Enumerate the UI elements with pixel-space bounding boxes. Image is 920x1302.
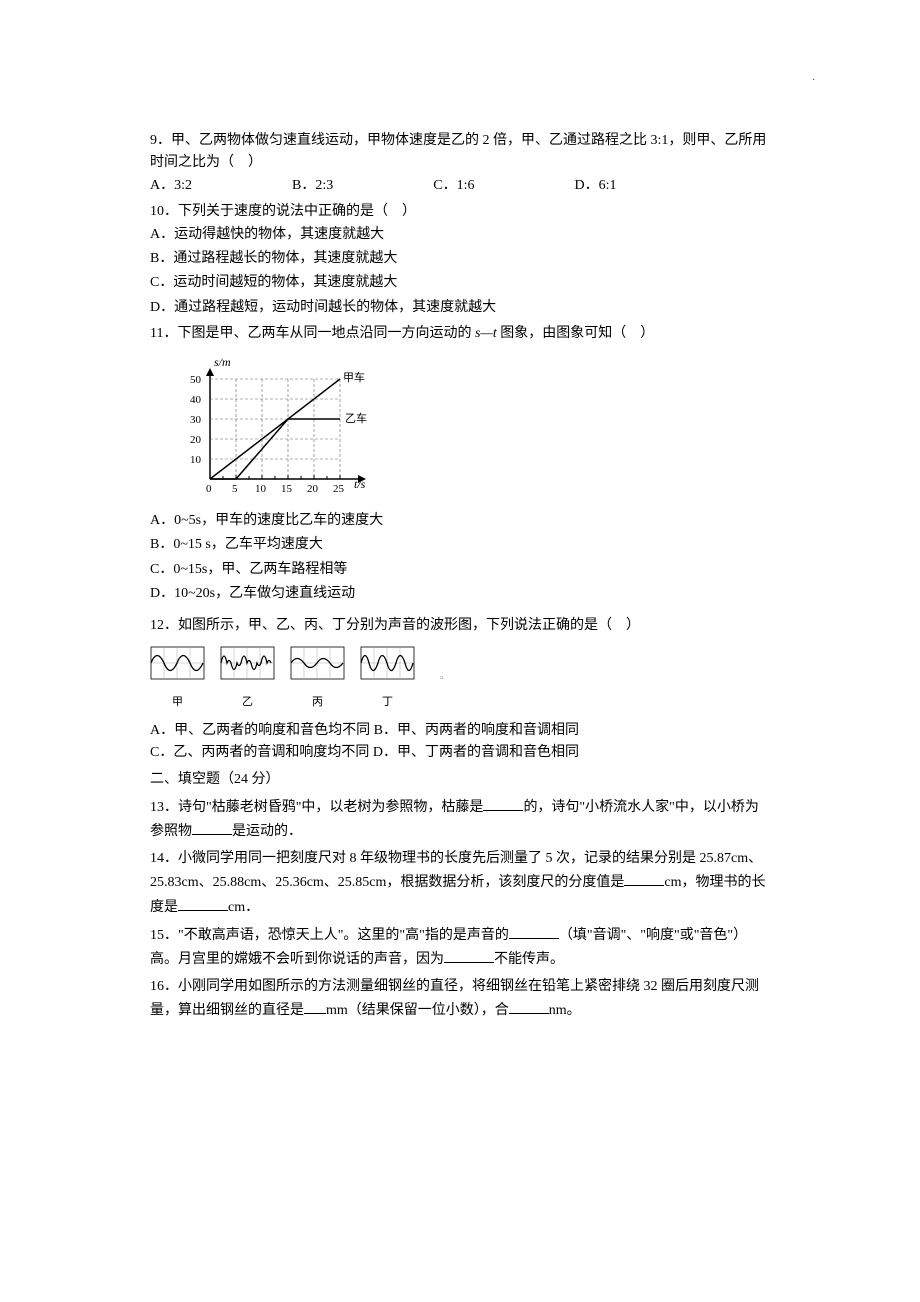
q12-opt-b: B．甲、丙两者的响度和音调相同: [374, 723, 579, 738]
q9-opt-a: A．3:2: [150, 175, 192, 197]
q12-opt-a: A．甲、乙两者的响度和音色均不同: [150, 723, 370, 738]
q10-opt-b: B．通过路程越长的物体，其速度就越大: [150, 248, 770, 270]
q15-p3: 不能传声。: [494, 952, 564, 967]
waveform-jia: 甲: [150, 646, 205, 712]
question-16: 16．小刚同学用如图所示的方法测量细钢丝的直径，将细钢丝在铅笔上紧密排绕 32 …: [150, 976, 770, 1023]
q10-opt-a: A．运动得越快的物体，其速度就越大: [150, 224, 770, 246]
q9-opt-d: D．6:1: [574, 175, 616, 197]
q11-opt-a: A．0~5s，甲车的速度比乙车的速度大: [150, 510, 770, 532]
svg-text:5: 5: [232, 483, 238, 494]
waveform-ding-label: 丁: [360, 694, 415, 712]
q16-blank-2: [509, 998, 549, 1014]
q10-opt-c: C．运动时间越短的物体，其速度就越大: [150, 272, 770, 294]
q9-opt-b: B．2:3: [292, 175, 333, 197]
q11-opt-b: B．0~15 s，乙车平均速度大: [150, 534, 770, 556]
question-10: 10．下列关于速度的说法中正确的是（ ） A．运动得越快的物体，其速度就越大 B…: [150, 201, 770, 319]
svg-text:25: 25: [333, 483, 345, 494]
q10-options: A．运动得越快的物体，其速度就越大 B．通过路程越长的物体，其速度就越大 C．运…: [150, 224, 770, 320]
question-9: 9．甲、乙两物体做匀速直线运动，甲物体速度是乙的 2 倍，甲、乙通过路程之比 3…: [150, 130, 770, 197]
q12-options: A．甲、乙两者的响度和音色均不同 B．甲、丙两者的响度和音调相同 C．乙、丙两者…: [150, 720, 770, 765]
svg-text:40: 40: [190, 394, 202, 406]
q11-options: A．0~5s，甲车的速度比乙车的速度大 B．0~15 s，乙车平均速度大 C．0…: [150, 510, 770, 606]
waveform-ding: 丁: [360, 646, 415, 712]
q14-p3: cm．: [228, 900, 259, 915]
q16-blank-1: [304, 998, 326, 1014]
q13-p3: 是运动的．: [232, 824, 302, 839]
section-2-title: 二、填空题（24 分）: [150, 769, 770, 791]
svg-text:20: 20: [307, 483, 319, 494]
q9-opt-c: C．1:6: [433, 175, 474, 197]
q11-opt-d: D．10~20s，乙车做匀速直线运动: [150, 583, 770, 605]
svg-text:20: 20: [190, 434, 202, 446]
q14-blank-2: [178, 895, 228, 911]
q10-text: 10．下列关于速度的说法中正确的是（ ）: [150, 201, 770, 223]
question-13: 13．诗句"枯藤老树昏鸦"中，以老树为参照物，枯藤是的，诗句"小桥流水人家"中，…: [150, 795, 770, 844]
q15-blank-1: [509, 923, 559, 939]
q11-opt-c: C．0~15s，甲、乙两车路程相等: [150, 559, 770, 581]
svg-text:30: 30: [190, 414, 202, 426]
svg-text:50: 50: [190, 374, 202, 386]
question-14: 14．小微同学用同一把刻度尺对 8 年级物理书的长度先后测量了 5 次，记录的结…: [150, 848, 770, 919]
chart-xlabel: t/s: [354, 477, 366, 491]
chart-ylabel: s/m: [214, 355, 231, 369]
q12-opt-d: D．甲、丁两者的音调和音色相同: [373, 745, 579, 760]
q11-st-label: s—t: [475, 326, 497, 341]
q11-text-post: 图象，由图象可知（ ）: [497, 326, 655, 341]
q11-text-pre: 11．下图是甲、乙两车从同一地点沿同一方向运动的: [150, 326, 475, 341]
question-12: 12．如图所示，甲、乙、丙、丁分别为声音的波形图，下列说法正确的是（ ） 甲: [150, 615, 770, 764]
q16-p2: mm（结果保留一位小数），合: [326, 1003, 509, 1018]
q12-opt-c: C．乙、丙两者的音调和响度均不同: [150, 745, 369, 760]
svg-text:10: 10: [255, 483, 267, 494]
q11-chart: s/m: [170, 354, 770, 502]
waveform-yi-label: 乙: [220, 694, 275, 712]
series-jia-label: 甲车: [343, 370, 365, 384]
question-15: 15．"不敢高声语，恐惊天上人"。这里的"高"指的是声音的（填"音调"、"响度"…: [150, 923, 770, 972]
anchor-dot-icon: ▫: [440, 671, 444, 687]
q12-waveforms: 甲 乙 丙: [150, 646, 770, 712]
waveform-bing-label: 丙: [290, 694, 345, 712]
series-yi-label: 乙车: [345, 411, 367, 425]
q16-p3: nm。: [549, 1003, 581, 1018]
page-marker: .: [813, 70, 816, 86]
q13-p1: 13．诗句"枯藤老树昏鸦"中，以老树为参照物，枯藤是: [150, 800, 483, 815]
waveform-yi: 乙: [220, 646, 275, 712]
svg-text:0: 0: [206, 483, 212, 494]
q13-blank-2: [192, 819, 232, 835]
question-11: 11．下图是甲、乙两车从同一地点沿同一方向运动的 s—t 图象，由图象可知（ ）…: [150, 323, 770, 605]
svg-text:15: 15: [281, 483, 293, 494]
q14-blank-1: [624, 870, 664, 886]
waveform-bing: 丙: [290, 646, 345, 712]
q13-blank-1: [483, 795, 523, 811]
q12-text: 12．如图所示，甲、乙、丙、丁分别为声音的波形图，下列说法正确的是（ ）: [150, 615, 770, 637]
q11-text: 11．下图是甲、乙两车从同一地点沿同一方向运动的 s—t 图象，由图象可知（ ）: [150, 323, 770, 345]
q10-opt-d: D．通过路程越短，运动时间越长的物体，其速度就越大: [150, 297, 770, 319]
waveform-jia-label: 甲: [150, 694, 205, 712]
q9-text: 9．甲、乙两物体做匀速直线运动，甲物体速度是乙的 2 倍，甲、乙通过路程之比 3…: [150, 130, 770, 175]
q15-p1: 15．"不敢高声语，恐惊天上人"。这里的"高"指的是声音的: [150, 928, 509, 943]
q15-blank-2: [444, 947, 494, 963]
q9-options: A．3:2 B．2:3 C．1:6 D．6:1: [150, 175, 770, 197]
svg-text:10: 10: [190, 454, 202, 466]
